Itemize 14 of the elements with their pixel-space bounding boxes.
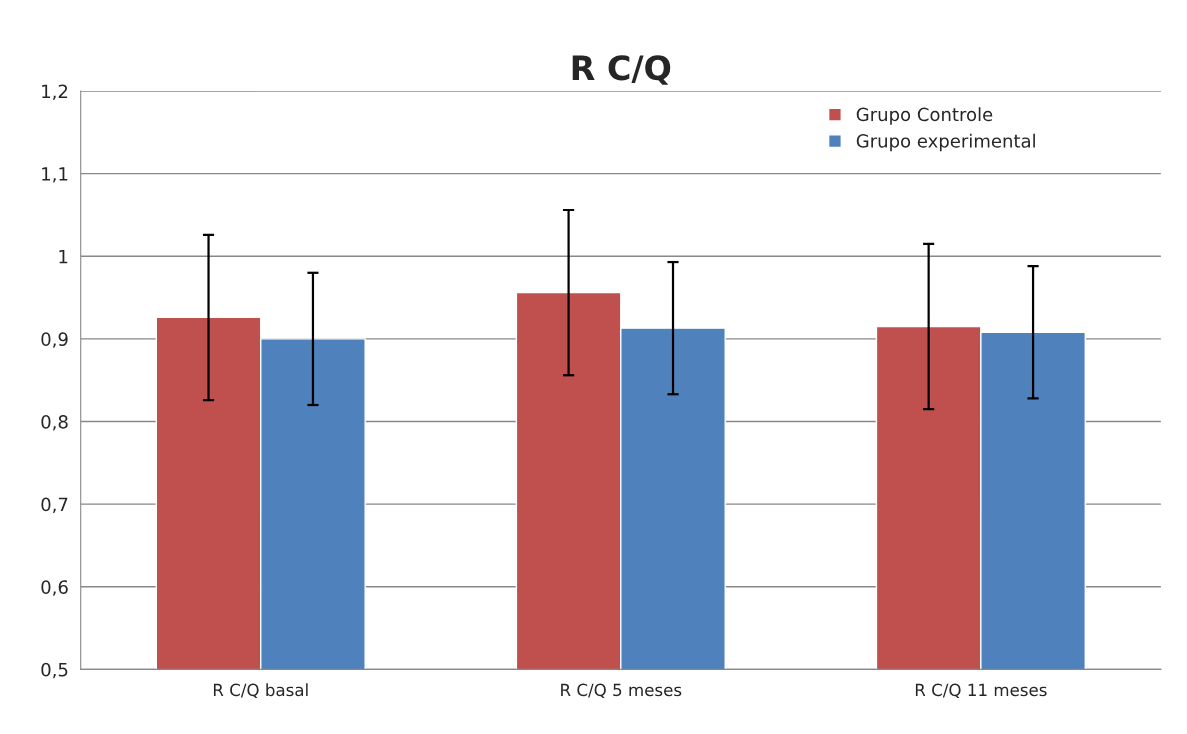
y-tick-label: 1,2: [42, 84, 68, 100]
chart-title: R C/Q: [572, 55, 671, 85]
y-tick-label: 0,6: [41, 580, 68, 596]
legend-label: Grupo experimental: [856, 133, 1035, 152]
x-tick-label: R C/Q 5 meses: [561, 683, 682, 699]
y-tick-label: 1: [59, 249, 68, 264]
x-tick-label: R C/Q 11 meses: [915, 683, 1047, 699]
x-tick-label: R C/Q basal: [213, 683, 308, 699]
y-tick-label: 0,7: [41, 497, 68, 514]
y-tick-label: 0,9: [41, 332, 68, 348]
y-tick-label: 0,5: [41, 662, 68, 679]
legend-label: Grupo Controle: [856, 107, 993, 125]
y-tick-label: 1,1: [42, 167, 68, 183]
y-tick-label: 0,8: [41, 414, 68, 431]
